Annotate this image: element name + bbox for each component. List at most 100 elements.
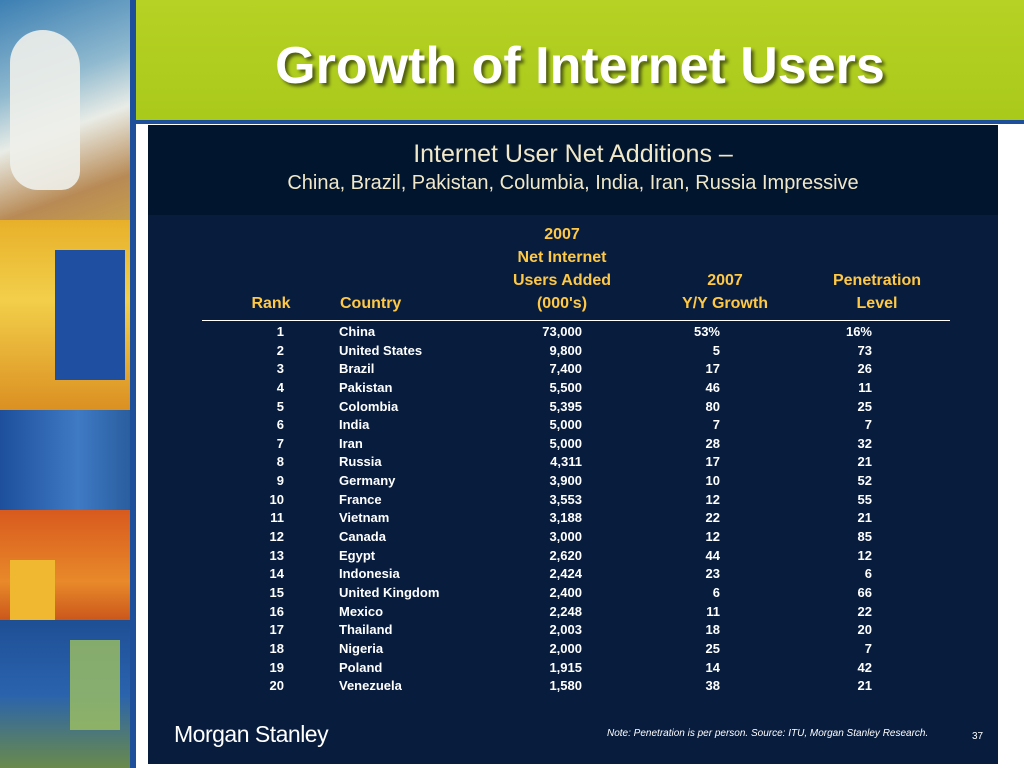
rank-cell: 8 <box>276 454 284 470</box>
country-cell: Russia <box>339 454 382 470</box>
users-added-cell: 7,400 <box>549 361 582 377</box>
users-added-cell: 73,000 <box>542 324 582 339</box>
rank-cell: 14 <box>269 566 284 582</box>
growth-cell: 22 <box>705 510 720 526</box>
growth-cell: 7 <box>712 417 720 433</box>
table-row: 7 Iran 5,000 28 32 <box>148 435 998 454</box>
users-added-cell: 4,311 <box>550 454 582 470</box>
penetration-cell: 21 <box>857 454 872 470</box>
users-added-cell: 5,395 <box>549 398 582 414</box>
penetration-cell: 85 <box>857 529 872 545</box>
growth-cell: 28 <box>705 435 720 451</box>
penetration-cell: 16% <box>845 324 872 339</box>
users-added-cell: 9,800 <box>549 342 582 358</box>
penetration-cell: 7 <box>864 417 872 433</box>
table-row: 16 Mexico 2,248 11 22 <box>148 603 998 622</box>
penetration-cell: 32 <box>857 435 872 451</box>
growth-cell: 14 <box>705 659 720 675</box>
country-cell: Egypt <box>339 547 376 563</box>
slide-title: Growth of Internet Users <box>275 37 885 95</box>
country-cell: Pakistan <box>339 379 393 395</box>
penetration-cell: 42 <box>857 659 872 675</box>
rank-cell: 18 <box>269 640 284 656</box>
users-added-cell: 3,188 <box>549 510 582 526</box>
country-cell: Canada <box>339 529 386 545</box>
table-row: 10 France 3,553 12 55 <box>148 491 998 510</box>
rank-cell: 7 <box>276 435 284 451</box>
rank-cell: 10 <box>269 491 284 507</box>
page-number: 37 <box>972 731 984 742</box>
penetration-cell: 7 <box>864 640 872 656</box>
penetration-cell: 11 <box>858 379 872 395</box>
table-row: 8 Russia 4,311 17 21 <box>148 453 998 472</box>
panel-heading-line1: Internet User Net Additions – <box>413 140 733 168</box>
growth-cell: 11 <box>706 603 720 619</box>
growth-cell: 6 <box>712 584 720 600</box>
country-cell: Vietnam <box>339 510 390 526</box>
country-cell: Indonesia <box>339 566 400 582</box>
table-row: 20 Venezuela 1,580 38 21 <box>148 677 998 696</box>
users-added-cell: 2,000 <box>549 640 582 656</box>
decorative-painting <box>0 0 130 768</box>
rank-cell: 15 <box>269 584 284 600</box>
users-added-cell: 2,620 <box>549 547 582 563</box>
users-added-cell: 5,000 <box>549 417 582 433</box>
header-divider <box>202 320 950 321</box>
users-added-cell: 1,915 <box>549 659 582 675</box>
table-row: 15 United Kingdom 2,400 6 66 <box>148 584 998 603</box>
table-row: 14 Indonesia 2,424 23 6 <box>148 565 998 584</box>
penetration-cell: 25 <box>857 398 872 414</box>
table-row: 19 Poland 1,915 14 42 <box>148 659 998 678</box>
table-row: 5 Colombia 5,395 80 25 <box>148 398 998 417</box>
table-row: 12 Canada 3,000 12 85 <box>148 528 998 547</box>
growth-cell: 12 <box>705 491 720 507</box>
penetration-cell: 26 <box>857 361 872 377</box>
country-cell: France <box>339 491 382 507</box>
table-row: 6 India 5,000 7 7 <box>148 416 998 435</box>
table-row: 18 Nigeria 2,000 25 7 <box>148 640 998 659</box>
rank-cell: 9 <box>276 473 284 489</box>
users-added-cell: 2,248 <box>549 603 582 619</box>
left-divider <box>130 0 136 768</box>
rank-cell: 2 <box>276 342 284 358</box>
rank-cell: 4 <box>276 379 284 395</box>
growth-cell: 46 <box>705 379 720 395</box>
rank-cell: 13 <box>269 547 284 563</box>
header-users-added: 2007 Net Internet Users Added (000's) <box>512 226 612 312</box>
users-added-cell: 2,424 <box>549 566 582 582</box>
header-penetration: Penetration Level <box>832 272 921 312</box>
table-row: 9 Germany 3,900 10 52 <box>148 472 998 491</box>
content-panel: Internet User Net Additions – China, Bra… <box>148 125 998 764</box>
rank-cell: 20 <box>269 678 284 694</box>
penetration-cell: 73 <box>857 342 872 358</box>
table-body: 1 China 73,000 53% 16% 2 United States 9,800 5 73… <box>148 323 998 696</box>
table-row: 3 Brazil 7,400 17 26 <box>148 360 998 379</box>
growth-cell: 25 <box>705 640 720 656</box>
panel-heading: Internet User Net Additions – China, Bra… <box>148 125 998 215</box>
penetration-cell: 21 <box>857 510 872 526</box>
country-cell: Mexico <box>339 603 384 619</box>
users-added-cell: 2,003 <box>549 622 582 638</box>
growth-cell: 10 <box>705 473 720 489</box>
country-cell: Nigeria <box>339 640 384 656</box>
country-cell: Colombia <box>339 398 399 414</box>
morgan-stanley-logo: Morgan Stanley <box>174 721 329 747</box>
users-added-cell: 3,900 <box>549 473 582 489</box>
rank-cell: 6 <box>276 417 284 433</box>
country-cell: India <box>339 417 370 433</box>
growth-cell: 80 <box>705 398 720 414</box>
rank-cell: 12 <box>269 529 284 545</box>
users-added-cell: 5,000 <box>549 435 582 451</box>
table-row: 1 China 73,000 53% 16% <box>148 323 998 342</box>
penetration-cell: 6 <box>864 566 872 582</box>
country-cell: Poland <box>339 659 383 675</box>
title-rule <box>136 120 1024 124</box>
rank-cell: 3 <box>276 361 284 377</box>
rank-cell: 16 <box>269 603 284 619</box>
penetration-cell: 22 <box>857 603 872 619</box>
growth-cell: 17 <box>705 361 720 377</box>
country-cell: China <box>339 324 376 339</box>
table-row: 17 Thailand 2,003 18 20 <box>148 621 998 640</box>
users-added-cell: 5,500 <box>549 379 582 395</box>
penetration-cell: 66 <box>857 584 872 600</box>
